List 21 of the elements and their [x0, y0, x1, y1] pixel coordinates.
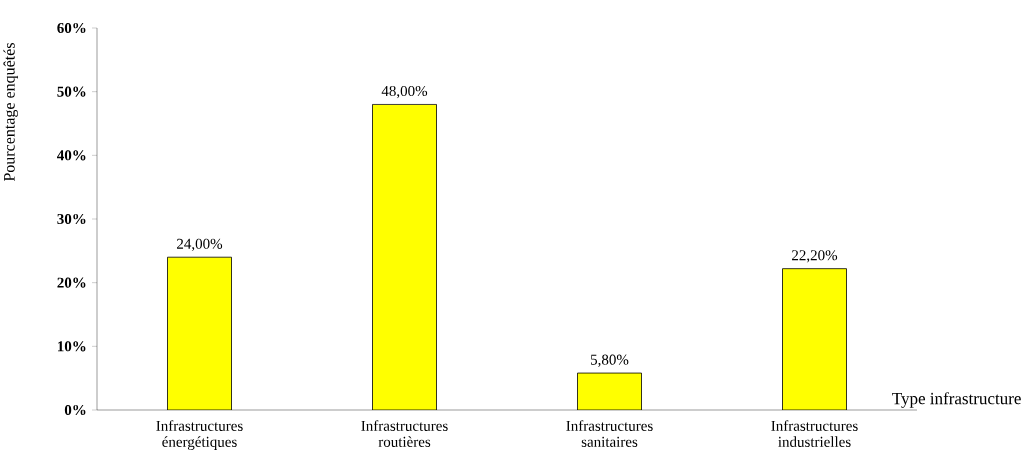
x-tick-label: Infrastructures routières: [361, 420, 448, 447]
bar: [782, 268, 847, 410]
data-label: 24,00%: [177, 238, 223, 251]
x-tick-label: Infrastructures sanitaires: [566, 420, 653, 447]
x-axis-title: Type infrastructure: [892, 392, 1021, 408]
y-tick-label: 50%: [57, 86, 86, 97]
bar: [167, 256, 232, 410]
data-label: 22,20%: [792, 250, 838, 263]
x-tick-label: Infrastructures industrielles: [771, 420, 858, 447]
data-label: 48,00%: [381, 85, 428, 99]
y-tick-label: 60%: [57, 22, 86, 34]
y-tick-label: 20%: [57, 277, 86, 288]
y-tick-label: 10%: [58, 341, 86, 352]
y-tick-label: 40%: [57, 150, 86, 161]
bar: [577, 372, 642, 410]
x-tick-label: Infrastructures énergétiques: [156, 420, 243, 450]
y-tick-label: 0%: [64, 404, 86, 416]
y-tick-label: 30%: [57, 213, 86, 225]
y-axis-title: Pourcentage enquêtés: [3, 43, 18, 182]
bar: [372, 104, 437, 410]
data-label: 5,80%: [591, 354, 629, 367]
